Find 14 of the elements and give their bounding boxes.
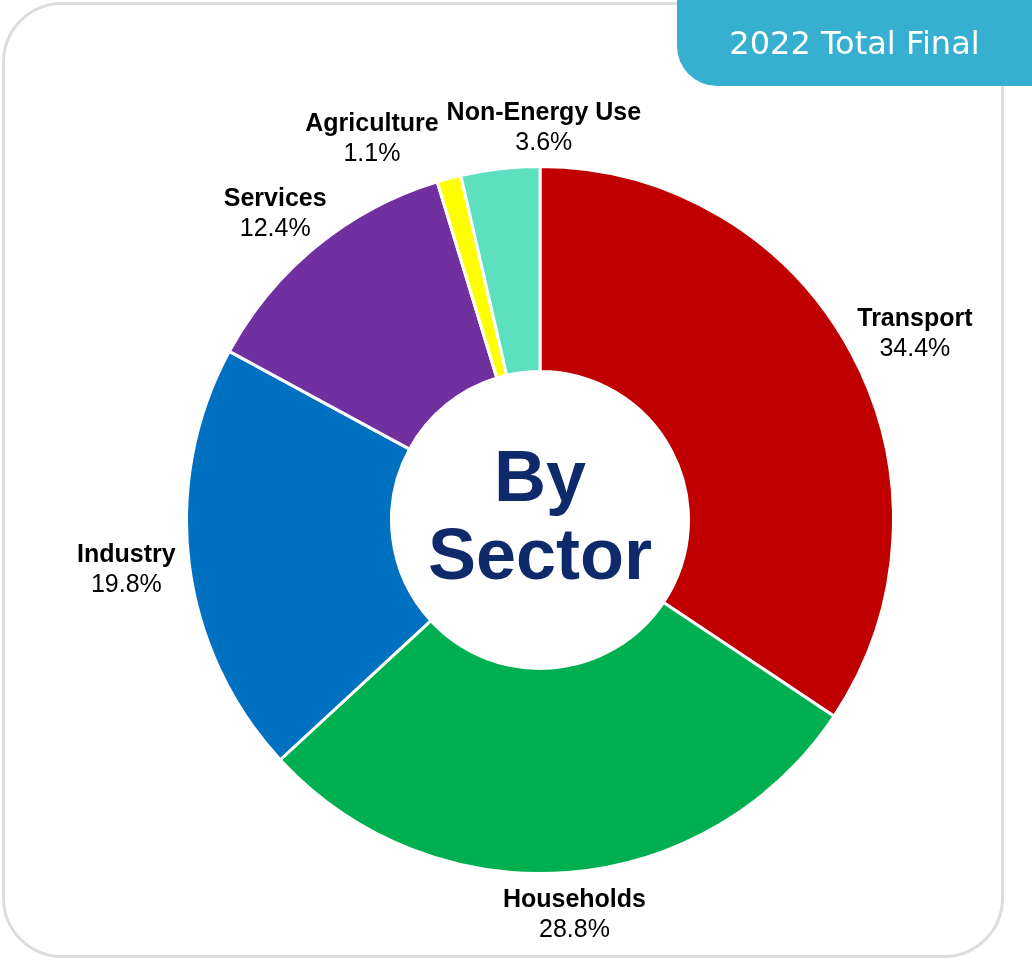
slice-label: Agriculture bbox=[305, 107, 439, 136]
data-label: 34.4% bbox=[879, 333, 951, 362]
data-label: 28.8% bbox=[538, 914, 610, 943]
text: By Sector bbox=[427, 435, 653, 594]
slice-label: Transport bbox=[857, 303, 974, 332]
data-label: 19.8% bbox=[90, 568, 162, 597]
slice-label: Services bbox=[223, 183, 327, 212]
slice-label: Households bbox=[502, 884, 646, 913]
chart-title: 2022 Total Final bbox=[677, 0, 1032, 86]
data-label: 3.6% bbox=[515, 126, 573, 155]
slice-label: Non-Energy Use bbox=[446, 96, 642, 125]
slice-label: Industry bbox=[77, 538, 176, 567]
data-label: 1.1% bbox=[343, 137, 401, 166]
data-label: 12.4% bbox=[239, 213, 311, 242]
